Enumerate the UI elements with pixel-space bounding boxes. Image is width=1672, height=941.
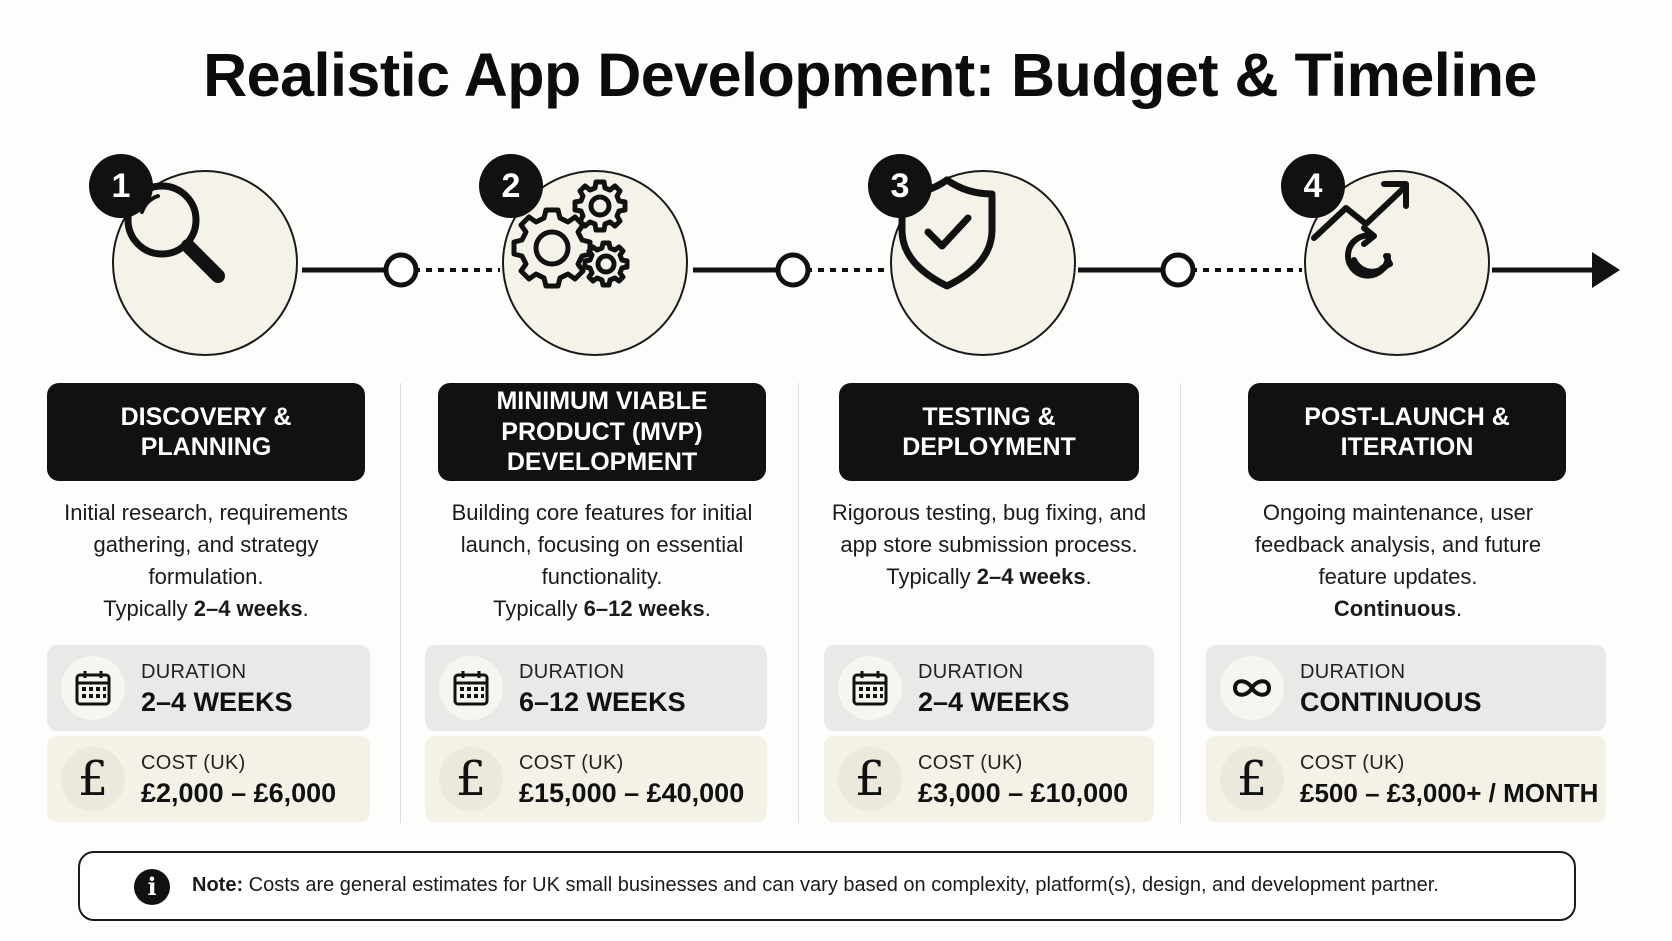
stage-1-heading: DISCOVERY & PLANNING — [47, 383, 365, 481]
pound-icon: £ — [1220, 747, 1284, 811]
stage-1-description: Initial research, requirements gathering… — [48, 497, 364, 625]
timeline-connectors — [302, 252, 1620, 288]
calendar-icon — [61, 656, 125, 720]
column-divider — [798, 383, 799, 823]
calendar-icon — [439, 656, 503, 720]
calendar-icon — [838, 656, 902, 720]
stage-2-duration-card: DURATION 6–12 WEEKS — [425, 645, 767, 731]
timeline-connector-dot — [383, 252, 419, 288]
duration-value: 2–4 WEEKS — [918, 687, 1070, 717]
duration-label: DURATION — [1300, 661, 1406, 683]
column-divider — [400, 383, 401, 823]
pound-icon: £ — [439, 747, 503, 811]
stage-4-duration-card: DURATION CONTINUOUS — [1206, 645, 1606, 731]
stage-3-number-badge: 3 — [868, 154, 932, 218]
stage-2-cost-card: £ COST (UK) £15,000 – £40,000 — [425, 736, 767, 822]
stage-4-description-text: Ongoing maintenance, user feedback analy… — [1254, 500, 1542, 589]
gears-icon — [511, 179, 630, 289]
info-icon: i — [134, 869, 170, 905]
pound-icon: £ — [838, 747, 902, 811]
stage-4-heading: POST-LAUNCH & ITERATION — [1248, 383, 1566, 481]
cost-value: £3,000 – £10,000 — [918, 778, 1129, 808]
stage-4-number-badge: 4 — [1281, 154, 1345, 218]
stage-1-typical-value: 2–4 weeks — [193, 596, 303, 621]
note-body: Costs are general estimates for UK small… — [243, 874, 1439, 896]
stage-3-description: Rigorous testing, bug fixing, and app st… — [826, 497, 1152, 593]
stage-2-typical-prefix: Typically — [493, 596, 584, 621]
stage-1-typical-prefix: Typically — [103, 596, 194, 621]
duration-label: DURATION — [918, 661, 1024, 683]
infinity-icon — [1220, 656, 1284, 720]
stage-2-heading: MINIMUM VIABLE PRODUCT (MVP) DEVELOPMENT — [438, 383, 766, 481]
pound-icon: £ — [61, 747, 125, 811]
duration-value: 6–12 WEEKS — [519, 687, 686, 717]
stage-3-duration-card: DURATION 2–4 WEEKS — [824, 645, 1154, 731]
duration-value: 2–4 WEEKS — [141, 687, 293, 717]
stage-3-typical-suffix: . — [1085, 564, 1092, 589]
column-divider — [1180, 383, 1181, 823]
stage-3-typical-prefix: Typically — [886, 564, 977, 589]
stage-1-description-text: Initial research, requirements gathering… — [64, 500, 348, 589]
stage-4-cost-card: £ COST (UK) £500 – £3,000+ / MONTH — [1206, 736, 1606, 822]
note-label: Note: — [192, 874, 244, 896]
stage-2-typical-suffix: . — [704, 596, 711, 621]
page-title: Realistic App Development: Budget & Time… — [203, 41, 1537, 109]
note-box: i Note: Costs are general estimates for … — [78, 851, 1576, 921]
timeline: 1 2 3 — [0, 0, 1672, 380]
growth-cycle-icon — [1311, 181, 1409, 279]
stage-3-heading: TESTING & DEPLOYMENT — [839, 383, 1139, 481]
cost-label: COST (UK) — [141, 752, 246, 774]
stage-1-cost-card: £ COST (UK) £2,000 – £6,000 — [47, 736, 370, 822]
stage-2-description: Building core features for initial launc… — [440, 497, 764, 625]
stage-2-typical-value: 6–12 weeks — [583, 596, 705, 621]
cost-label: COST (UK) — [519, 752, 624, 774]
stage-4-typical-suffix: . — [1456, 596, 1463, 621]
timeline-connector-dot — [1160, 252, 1196, 288]
note-text: Note: Costs are general estimates for UK… — [192, 874, 1439, 897]
cost-value: £15,000 – £40,000 — [519, 778, 745, 808]
stage-1-number-badge: 1 — [89, 154, 153, 218]
cost-value: £500 – £3,000+ / MONTH — [1300, 778, 1599, 808]
timeline-arrowhead — [1592, 252, 1620, 288]
stage-2-number-badge: 2 — [479, 154, 543, 218]
cost-label: COST (UK) — [1300, 752, 1405, 774]
stage-2-description-text: Building core features for initial launc… — [451, 500, 753, 589]
timeline-connector-dot — [775, 252, 811, 288]
stage-4-description: Ongoing maintenance, user feedback analy… — [1230, 497, 1566, 625]
duration-label: DURATION — [519, 661, 625, 683]
duration-value: CONTINUOUS — [1300, 687, 1482, 717]
stage-1-duration-card: DURATION 2–4 WEEKS — [47, 645, 370, 731]
cost-label: COST (UK) — [918, 752, 1023, 774]
stage-3-typical-value: 2–4 weeks — [976, 564, 1086, 589]
stage-3-description-text: Rigorous testing, bug fixing, and app st… — [831, 500, 1147, 557]
duration-label: DURATION — [141, 661, 247, 683]
stage-1-typical-suffix: . — [302, 596, 309, 621]
stage-3-cost-card: £ COST (UK) £3,000 – £10,000 — [824, 736, 1154, 822]
stage-4-typical-value: Continuous — [1333, 596, 1457, 621]
cost-value: £2,000 – £6,000 — [141, 778, 337, 808]
